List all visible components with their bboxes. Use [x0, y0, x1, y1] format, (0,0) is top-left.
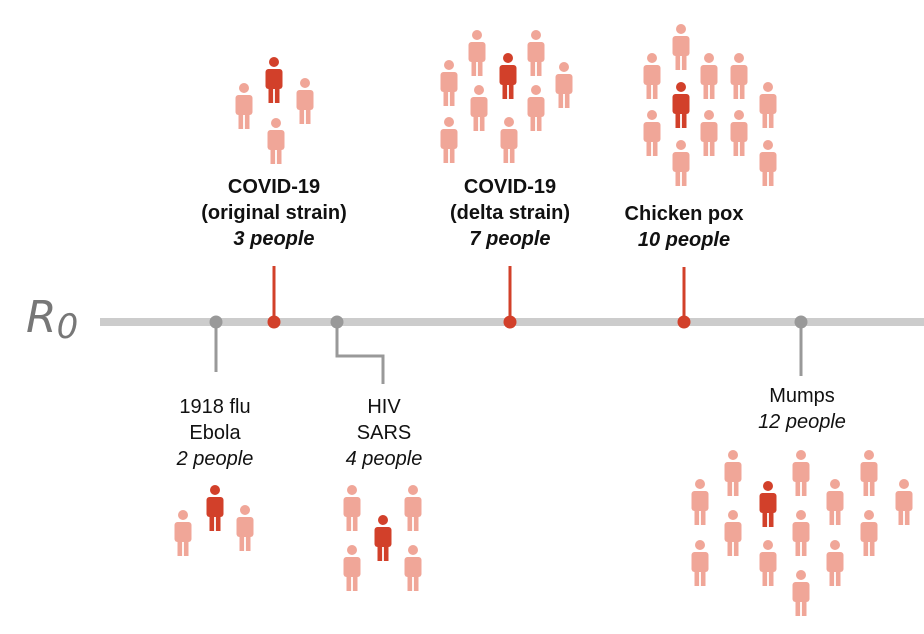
disease-name: Chicken pox [624, 203, 744, 225]
marker-flu-ebola [209, 315, 223, 329]
infection-count: 4 people [345, 448, 423, 470]
disease-name: (original strain) [201, 202, 347, 224]
marker-mumps [794, 315, 808, 329]
disease-name: SARS [356, 422, 412, 444]
person-icon-mumps-7 [724, 510, 742, 556]
label-chicken-pox: Chicken pox 10 people [594, 201, 774, 253]
label-covid-original: COVID-19 (original strain) 3 people [174, 174, 374, 252]
axis-title: R0 [26, 290, 78, 355]
disease-name: Mumps [769, 385, 835, 407]
person-icon-mumps-1 [724, 450, 742, 496]
person-icon-chicken-pox-7 [700, 110, 718, 156]
axis-title-subscript: 0 [56, 307, 79, 347]
person-icon-chicken-pox-source [672, 82, 690, 128]
person-icon-mumps-3 [860, 450, 878, 496]
person-icon-mumps-12 [826, 540, 844, 586]
person-icon-covid-original-2 [296, 78, 314, 124]
person-icon-chicken-pox-6 [643, 110, 661, 156]
person-icon-covid-delta-7 [440, 117, 458, 163]
disease-name: (delta strain) [449, 202, 571, 224]
disease-name: 1918 flu [179, 396, 251, 418]
label-flu-ebola: 1918 flu Ebola 2 people [125, 394, 305, 472]
person-icon-mumps-11 [759, 540, 777, 586]
person-icon-mumps-6 [895, 479, 913, 525]
person-icon-covid-original-1 [235, 83, 253, 129]
person-icon-chicken-pox-3 [700, 53, 718, 99]
person-icon-covid-delta-1 [468, 30, 486, 76]
marker-chicken-pox [677, 315, 691, 329]
label-covid-delta: COVID-19 (delta strain) 7 people [410, 174, 610, 252]
infection-count: 2 people [176, 448, 254, 470]
person-icon-chicken-pox-4 [730, 53, 748, 99]
stem-hiv-sars [335, 322, 385, 384]
person-icon-hiv-sars-2 [404, 485, 422, 531]
person-icon-mumps-13 [792, 570, 810, 616]
person-icon-covid-delta-6 [527, 85, 545, 131]
person-icon-hiv-sars-1 [343, 485, 361, 531]
person-icon-mumps-10 [691, 540, 709, 586]
label-mumps: Mumps 12 people [712, 383, 892, 435]
person-icon-covid-delta-source [499, 53, 517, 99]
person-icon-covid-original-3 [267, 118, 285, 164]
person-icon-chicken-pox-2 [643, 53, 661, 99]
person-icon-flu-ebola-source [206, 485, 224, 531]
disease-name: Ebola [189, 422, 241, 444]
person-icon-mumps-9 [860, 510, 878, 556]
person-icon-chicken-pox-1 [672, 24, 690, 70]
infection-count: 12 people [758, 411, 846, 433]
person-icon-hiv-sars-4 [404, 545, 422, 591]
person-icon-covid-delta-2 [527, 30, 545, 76]
infection-count: 7 people [469, 228, 551, 250]
person-icon-flu-ebola-2 [236, 505, 254, 551]
person-icon-covid-delta-8 [500, 117, 518, 163]
person-icon-hiv-sars-source [374, 515, 392, 561]
person-icon-chicken-pox-10 [672, 140, 690, 186]
person-icon-chicken-pox-8 [730, 110, 748, 156]
person-icon-mumps-source [759, 481, 777, 527]
marker-covid-delta [503, 315, 517, 329]
disease-name: COVID-19 [227, 176, 321, 198]
person-icon-hiv-sars-3 [343, 545, 361, 591]
person-icon-mumps-5 [826, 479, 844, 525]
infection-count: 3 people [233, 228, 315, 250]
marker-hiv-sars [330, 315, 344, 329]
axis-title-main: R [26, 292, 57, 343]
disease-name: COVID-19 [463, 176, 557, 198]
marker-covid-original [267, 315, 281, 329]
person-icon-covid-original-source [265, 57, 283, 103]
disease-name: HIV [367, 396, 401, 418]
person-icon-mumps-2 [792, 450, 810, 496]
infection-count: 10 people [637, 229, 731, 251]
person-icon-covid-delta-4 [555, 62, 573, 108]
person-icon-mumps-8 [792, 510, 810, 556]
person-icon-flu-ebola-1 [174, 510, 192, 556]
person-icon-chicken-pox-9 [759, 140, 777, 186]
person-icon-chicken-pox-5 [759, 82, 777, 128]
person-icon-covid-delta-3 [440, 60, 458, 106]
person-icon-mumps-4 [691, 479, 709, 525]
label-hiv-sars: HIV SARS 4 people [294, 394, 474, 472]
person-icon-covid-delta-5 [470, 85, 488, 131]
